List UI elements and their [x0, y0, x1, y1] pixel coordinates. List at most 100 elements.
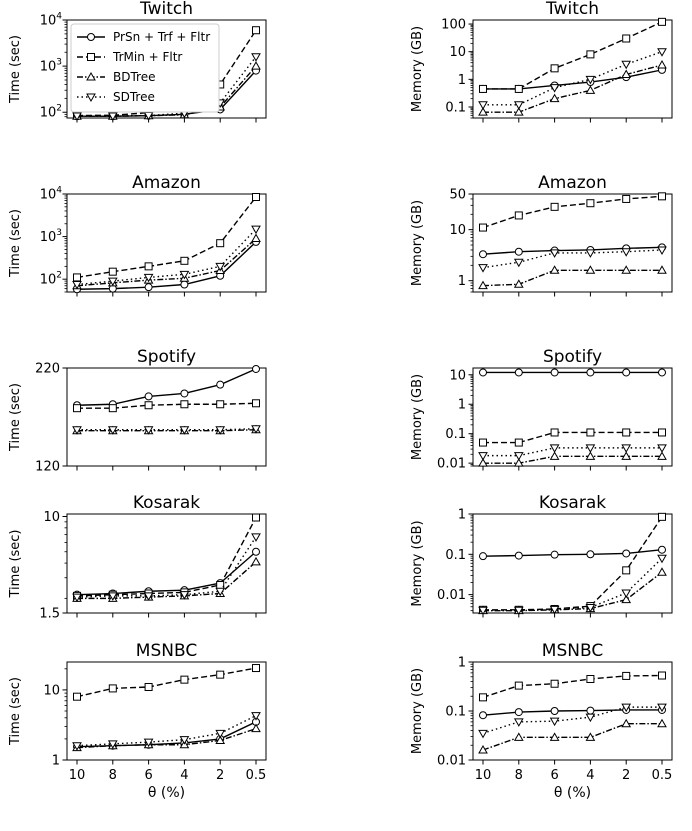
data-point-sdtree [513, 452, 524, 461]
y-tick-label: 120 [35, 460, 60, 475]
series-line-sdtree [76, 714, 257, 747]
data-point-sdtree [143, 738, 154, 748]
series-line-bdtree [77, 429, 257, 432]
data-point-sdtree [657, 48, 667, 57]
series-line-trmin [76, 517, 257, 597]
data-point-prsn [514, 708, 523, 717]
y-axis-label: Memory (GB) [410, 374, 425, 460]
data-point-trmin [73, 692, 81, 701]
data-point-trmin [180, 675, 189, 684]
x-tick-label: 8 [515, 768, 523, 783]
data-point-bdtree [657, 567, 667, 576]
data-point-trmin [514, 211, 523, 220]
y-tick-label: 0.1 [445, 100, 466, 115]
data-point-prsn [586, 550, 595, 559]
data-point-trmin [658, 671, 666, 680]
panel-title: MSNBC [542, 641, 603, 661]
data-point-trmin [479, 693, 487, 702]
data-point-prsn [586, 706, 595, 715]
data-point-sdtree [621, 248, 632, 257]
data-point-trmin [586, 50, 595, 59]
data-point-bdtree [657, 265, 667, 274]
data-point-trmin [622, 566, 631, 575]
data-point-trmin [479, 438, 487, 447]
series-line-bdtree [77, 561, 257, 600]
data-point-trmin [586, 428, 595, 437]
panel-title: Amazon [132, 173, 201, 193]
y-tick-label: 10 [449, 223, 466, 238]
data-point-sdtree [179, 426, 190, 435]
series-line-trmin [483, 516, 663, 611]
data-point-prsn [622, 368, 631, 377]
series-line-prsn [483, 69, 663, 90]
panel-title: Kosarak [539, 493, 606, 513]
data-point-sdtree [251, 225, 261, 235]
data-point-bdtree [251, 61, 261, 70]
y-tick-label: 10 [43, 510, 60, 525]
y-axis-label: Memory (GB) [410, 520, 425, 606]
y-tick-label: 1.5 [39, 607, 60, 622]
data-point-prsn [180, 389, 189, 398]
data-point-sdtree [478, 264, 488, 273]
panel-kosarak-memory: Kosarak Memory (GB) 0.01 0.1 1 [410, 493, 673, 618]
data-point-prsn [479, 250, 487, 259]
data-point-bdtree [513, 279, 524, 288]
data-point-sdtree [478, 101, 488, 110]
panel-title: Spotify [543, 347, 602, 367]
series-line-bdtree [76, 727, 257, 749]
data-point-sdtree [143, 273, 154, 283]
series-line-prsn [76, 721, 257, 748]
data-point-sdtree [215, 587, 226, 597]
data-point-prsn [479, 368, 487, 377]
data-point-prsn [586, 368, 595, 377]
data-point-prsn [180, 280, 189, 289]
plot-frame [472, 367, 673, 467]
legend-marker-bdtree [86, 71, 96, 81]
data-point-trmin [108, 404, 117, 413]
data-point-bdtree [621, 718, 632, 728]
y-tick-label: 1 [458, 656, 466, 671]
data-point-trmin [216, 581, 225, 590]
y-tick-label: 10 [43, 683, 60, 698]
data-point-bdtree [657, 59, 667, 69]
data-point-trmin [586, 199, 595, 208]
plot-frame [472, 19, 673, 119]
y-tick-label: 10 [449, 45, 466, 60]
y-tick-label: 104 [40, 186, 63, 203]
data-point-sdtree [657, 703, 667, 713]
x-tick-label: 10 [69, 768, 86, 783]
data-point-sdtree [72, 281, 82, 290]
data-point-sdtree [107, 277, 118, 287]
data-point-trmin [252, 664, 260, 673]
data-point-bdtree [585, 451, 596, 460]
plot-frame [66, 513, 267, 614]
data-point-sdtree [107, 740, 118, 749]
panel-title: MSNBC [136, 641, 197, 661]
series-line-trmin [483, 431, 662, 444]
data-point-trmin [216, 239, 225, 248]
data-point-sdtree [215, 729, 226, 739]
data-point-sdtree [513, 258, 524, 268]
data-point-trmin [550, 64, 559, 73]
data-point-prsn [252, 364, 260, 373]
y-tick-label: 1 [458, 274, 466, 289]
data-point-sdtree [585, 444, 596, 453]
data-point-sdtree [72, 742, 82, 751]
data-point-trmin [658, 428, 666, 437]
y-tick-label: 220 [35, 362, 60, 377]
panel-msnbc-time: MSNBC Time (sec) 1 10 10 8 6 4 2 0.5 θ (%) [8, 641, 267, 801]
data-point-trmin [108, 684, 117, 693]
series-line-trmin [483, 21, 663, 90]
plot-frame [66, 193, 267, 293]
data-point-trmin [514, 84, 523, 93]
data-point-bdtree [585, 732, 596, 741]
y-axis-label: Memory (GB) [410, 26, 425, 112]
series-line-prsn [76, 241, 257, 290]
series-line-sdtree [483, 51, 663, 106]
series-line-sdtree [76, 228, 257, 286]
y-tick-label: 102 [40, 271, 62, 288]
data-point-prsn [514, 247, 523, 256]
x-tick-label: 10 [475, 768, 492, 783]
y-tick-label: 0.01 [437, 588, 466, 603]
